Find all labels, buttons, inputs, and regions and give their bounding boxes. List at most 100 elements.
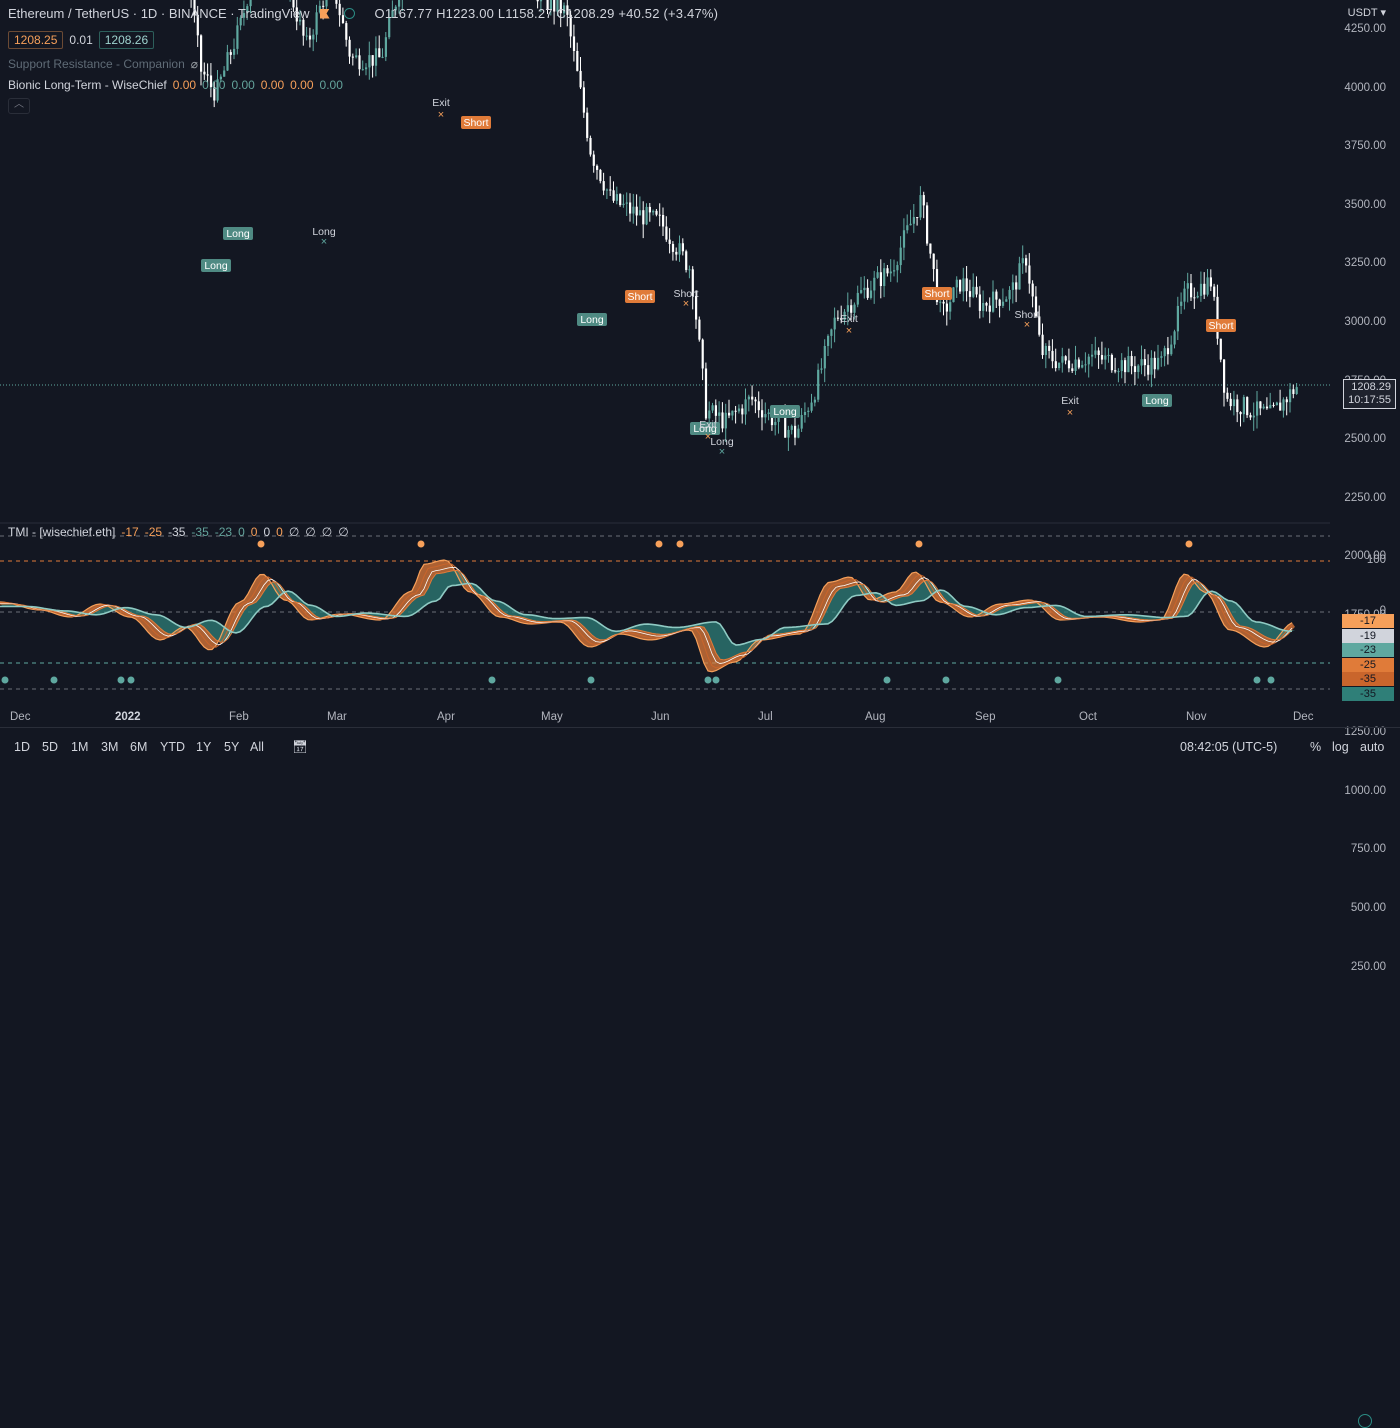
candle [351,56,354,58]
candle [761,410,764,418]
timeframe-button[interactable]: 6M [130,740,148,754]
candle [325,0,328,7]
timeframe-button[interactable]: 3M [101,740,119,754]
tmi-oscillator-pane[interactable] [0,522,1330,702]
candle [665,226,668,240]
candle [341,15,345,24]
candle [879,272,882,287]
svg-text:Long: Long [312,226,336,238]
candle [912,217,915,224]
indicator-value: 0.00 [260,78,285,92]
collapse-indicators-button[interactable]: ︿ [8,98,30,114]
candle [1077,359,1080,368]
price-tick: 750.00 [1350,843,1386,856]
svg-text:Long: Long [710,436,734,448]
candle [576,50,579,71]
timeframe-button[interactable]: All [250,740,264,754]
settings-icon[interactable] [1358,1414,1372,1428]
flag-icon[interactable] [319,8,330,19]
candle [1246,397,1249,416]
candle [658,214,661,216]
percent-scale-button[interactable]: % [1310,740,1322,754]
candle [299,19,302,22]
candle [797,428,800,438]
candle [866,287,869,298]
candle [1130,356,1133,367]
candle [1005,299,1008,302]
candle [721,412,724,429]
candle [203,71,206,75]
candle [843,311,846,321]
svg-text:Short: Short [673,288,698,300]
price-tick: 3500.00 [1344,198,1386,211]
candle [1279,402,1282,411]
candle [949,302,952,312]
price-chart[interactable]: LongLong×Long×ExitShortLongShort×ShortLo… [0,0,1330,522]
candle [553,0,556,12]
buy-button[interactable]: 1208.26 [98,31,155,49]
indicator-support-resistance[interactable]: Support Resistance - Companion ⌀ [8,57,198,71]
timeframe-button[interactable]: 1M [71,740,89,754]
oscillator-legend[interactable]: TMI - [wisechief.eth] -17 -25 -35 -35 -2… [8,525,349,539]
timeframe-button[interactable]: 1Y [196,740,212,754]
symbol-title[interactable]: Ethereum / TetherUS · 1D · BINANCE · Tra… [8,6,310,21]
timeframe-button[interactable]: 5Y [224,740,240,754]
osc-value-label: -19 [1342,628,1394,643]
candle [1173,331,1176,345]
date-range-icon[interactable]: 📅︎ [292,740,308,754]
candle [982,302,985,311]
candle [827,335,830,346]
candle [744,399,747,415]
candle [1183,288,1186,302]
log-scale-button[interactable]: log [1332,740,1349,754]
ohlc-values: O1167.77 H1223.00 L1158.27 C1208.29 +40.… [374,6,719,21]
candle [803,411,807,415]
timeframe-button[interactable]: 1D [14,740,30,754]
candle [371,55,374,66]
candle [718,412,721,416]
candle [645,206,648,225]
indicator-bionic[interactable]: Bionic Long-Term - WiseChief 0.00 0.00 0… [8,78,343,92]
candle [249,0,252,7]
candle [932,253,935,270]
candle [701,339,704,369]
sell-button[interactable]: 1208.25 [8,31,64,49]
candle [1097,350,1100,356]
candle [1041,334,1044,356]
candle [546,0,549,11]
svg-text:Exit: Exit [699,419,717,431]
candle [886,268,889,274]
candle [1285,399,1288,403]
candle [1094,350,1097,355]
signal-marker: × [1067,407,1073,419]
osc-value-label: -35 [1342,687,1394,701]
candle [1180,301,1183,306]
candle [942,301,945,304]
time-tick: Jul [758,711,773,723]
price-axis[interactable]: USDT ▾ 4250.00 4000.00 3750.00 3500.00 3250.… [1330,0,1400,973]
price-tick: 2250.00 [1344,491,1386,504]
timeframe-button[interactable]: YTD [160,740,185,754]
candle [1104,355,1107,360]
osc-value: 0 [263,525,271,539]
osc-signal-dot [883,676,891,684]
candle [378,48,381,58]
osc-signal-dot [488,676,496,684]
candle [1048,345,1051,351]
osc-value: 0 [250,525,258,539]
candle [638,210,642,216]
currency-selector[interactable]: USDT ▾ [1347,7,1386,19]
candle [1232,399,1236,407]
osc-value: -25 [144,525,163,539]
signal-long-text: ×Long [312,226,336,248]
price-tick: 500.00 [1350,902,1386,914]
indicator-value: 0.00 [290,78,314,92]
timeframe-button[interactable]: 5D [42,740,58,754]
clock[interactable]: 08:42:05 (UTC-5) [1180,740,1278,754]
eye-hidden-icon[interactable]: ⌀ [190,57,198,71]
candle [556,0,559,12]
candle [959,279,962,292]
time-axis[interactable]: Dec 2022 Feb Mar Apr May Jun Jul Aug Sep Oct Nov Dec [0,705,1400,1428]
auto-scale-button[interactable]: auto [1360,740,1385,754]
candle [1064,356,1067,361]
